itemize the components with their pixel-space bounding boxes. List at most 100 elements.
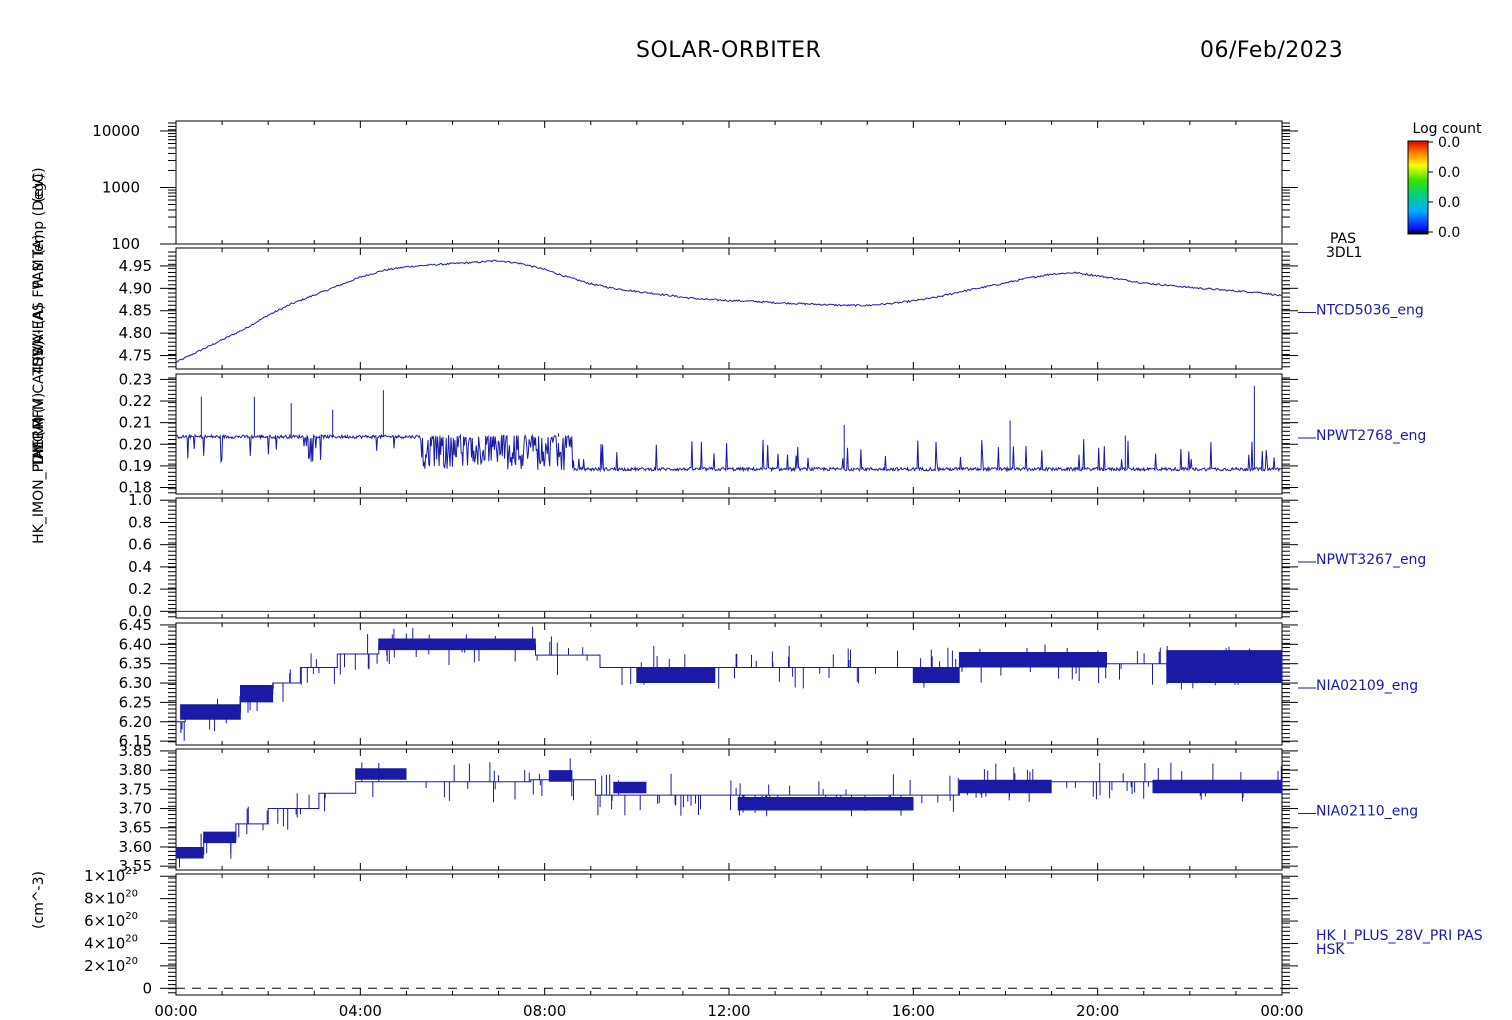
panel-ntcd5036: 4.95 4.90 4.85 4.80 4.75 NTCD5036_eng [119,247,1424,370]
series-label-3: NPWT3267_eng [1316,552,1426,568]
x-axis: 00:00 04:00 08:00 12:00 16:00 20:00 00:00 [154,1002,1303,1020]
y-tick-label: 0.0 [128,602,152,620]
dense-band [180,638,1283,720]
y-tick-exponent: 20 [125,911,138,922]
y-axis-title: THERM (V) [31,393,47,469]
y-axis-title: ALC RFM CA4 (V) [31,340,47,459]
panel-frame-0 [175,120,1283,245]
y-tick-label: 6×1020 [84,911,138,930]
y-tick-label: 0.19 [119,457,152,475]
colorbar-label: 0.0 [1438,165,1460,181]
panel-frame-4 [175,622,1283,746]
y-tick-label: 3.55 [119,857,152,875]
plot-title: SOLAR-ORBITER [636,38,822,63]
y-tick-label: 2×1020 [84,956,138,975]
x-tick-label: 08:00 [523,1002,566,1020]
y-axis-title: (eV) [31,173,47,202]
y-axis-title: (cm^-3) [31,871,47,929]
colorbar-title: Log count [1413,121,1482,137]
series-label-6: HK_I_PLUS_28V_PRI PAS [1316,928,1483,944]
plot-date: 06/Feb/2023 [1200,38,1344,63]
y-tick-label: 10000 [92,122,140,140]
panel-npwt3267: 1.0 0.8 0.6 0.4 0.2 0.0 NPWT3267_eng [128,491,1426,620]
series-line [176,643,1282,723]
y-tick-label: 0.4 [128,558,152,576]
colorbar-gradient [1407,140,1429,235]
y-tick-label: 4.75 [119,347,152,365]
spikes [179,758,1282,868]
y-tick-label: 0.23 [119,370,152,388]
y-tick-label: 3.70 [119,800,152,818]
y-tick-label: 6.30 [119,674,152,692]
panel-nia02110_eng: 3.853.803.75 3.703.653.603.55 NIA02110_eng [119,742,1419,875]
y-tick-label: 3.65 [119,819,152,837]
y-tick-exponent: 20 [125,956,138,967]
y-tick-label: 4.90 [119,279,152,297]
y-tick-label: 1.0 [128,491,152,509]
y-axis-titles: (eV)PAS Temp (DegC)SWA-EAS FW M (A)TDS V… [31,167,47,929]
panel-frame-5 [175,748,1283,871]
y-tick-label: 3.85 [119,742,152,760]
y-axis-title: PAS Temp (DegC) [31,167,47,288]
y-tick-label: 6.25 [119,693,152,711]
series-label-2: NPWT2768_eng [1316,428,1426,444]
series-label-1: NTCD5036_eng [1316,303,1424,319]
y-tick-label: 6.35 [119,655,152,673]
y-tick-label: 4.85 [119,302,152,320]
y-axis-title: SWA-EAS FW M (A) [31,234,47,365]
series-line [176,259,1283,363]
series-line [175,433,1283,473]
y-tick-label: 6.45 [119,616,152,634]
x-tick-label: 00:00 [154,1002,197,1020]
spectrogram-label: 3DL1 [1326,245,1362,261]
series-label-6: HSK [1316,942,1345,958]
y-tick-label: 0.22 [119,392,152,410]
spikes [180,626,1283,741]
y-tick-label: 0.21 [119,414,152,432]
y-tick-label: 3.80 [119,761,152,779]
y-tick-exponent: 20 [125,889,138,900]
y-tick-label: 8×1020 [84,889,138,908]
y-tick-label: 0.8 [128,513,152,531]
x-tick-label: 00:00 [1260,1002,1303,1020]
y-tick-label: 0.20 [119,435,152,453]
y-tick-label: 6.40 [119,635,152,653]
y-axis-title: HK_IMON_PDM (A) [31,416,47,544]
panel-frame-1 [175,247,1283,370]
y-tick-label: 6.20 [119,713,152,731]
x-tick-label: 16:00 [892,1002,935,1020]
y-tick-label: 0 [142,979,152,997]
y-tick-label: 4.95 [119,257,152,275]
y-axis-title: TDS VI (A) [31,304,47,376]
colorbar-label: 0.0 [1438,225,1460,241]
panel-frame-6 [175,873,1283,996]
y-tick-label: 3.75 [119,780,152,798]
colorbar-label: 0.0 [1438,195,1460,211]
y-tick-label: 6.15 [119,732,152,750]
y-tick-label: 100 [111,235,140,253]
y-tick-label: 0.18 [119,479,152,497]
y-tick-label: 0.2 [128,580,152,598]
y-tick-label: 0.6 [128,536,152,554]
spectrogram-label: PAS [1330,231,1356,247]
panel-npwt2768: 0.23 0.22 0.21 0.20 0.19 0.18 NPWT2768_eng [119,370,1427,496]
series-label-4: NIA02109_eng [1316,678,1418,694]
y-tick-exponent: 20 [125,933,138,944]
x-tick-label: 20:00 [1076,1002,1119,1020]
y-tick-exponent: 21 [125,866,138,877]
series-line [176,779,1282,856]
y-tick-label: 4.80 [119,324,152,342]
y-tick-label: 1×1021 [84,866,138,885]
x-tick-label: 04:00 [339,1002,382,1020]
y-tick-label: 1000 [102,178,140,196]
panel-frame-3 [175,497,1283,619]
y-tick-label: 4×1020 [84,933,138,952]
x-tick-label: 12:00 [707,1002,750,1020]
y-tick-label: 3.60 [119,838,152,856]
panel-nia02109_eng: 6.456.40 6.356.306.25 6.206.15 NIA02109_eng [119,616,1419,750]
colorbar-label: 0.0 [1438,135,1460,151]
